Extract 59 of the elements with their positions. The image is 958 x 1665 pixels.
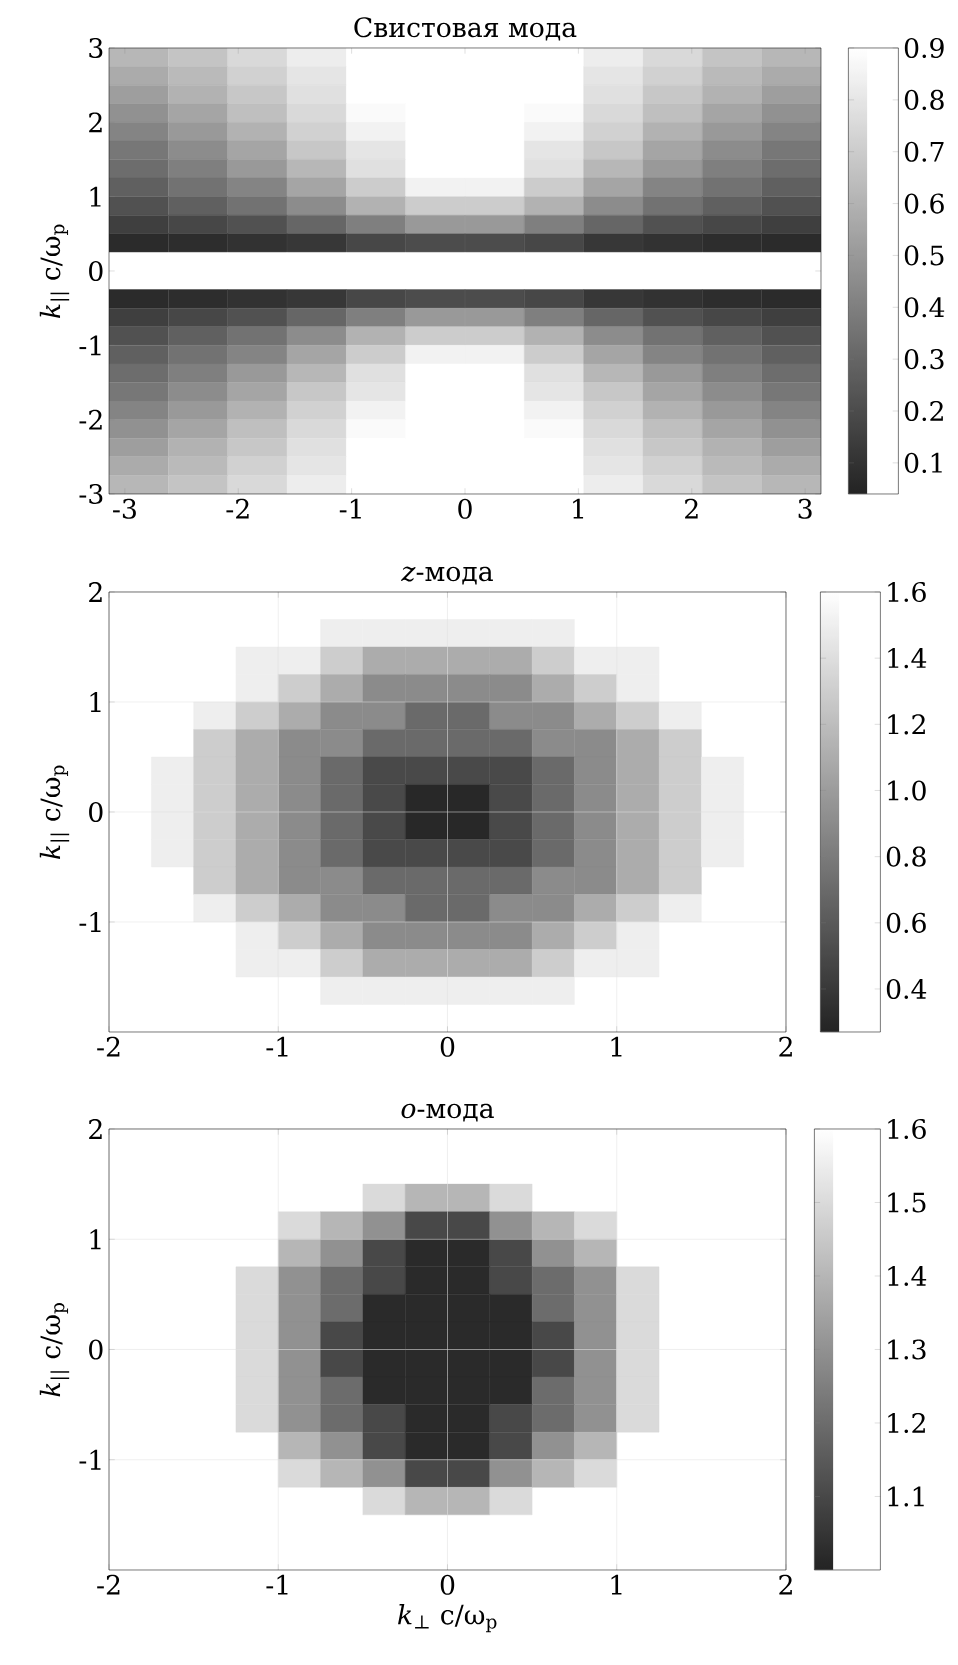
y-axis-title: k$_{||}$ c/ω$_{p}$	[39, 765, 70, 859]
color-bar-label: 0.8	[886, 846, 926, 867]
y-tick-label: 2	[89, 112, 102, 133]
y-tick-label: -3	[79, 483, 103, 505]
x-tick-label: 0	[458, 498, 472, 519]
x-tick-label: 1	[611, 1574, 622, 1595]
color-bar-label: 0.6	[886, 912, 926, 933]
x-tick-label: -1	[266, 1036, 288, 1057]
color-bar-label: 1.6	[888, 1118, 926, 1140]
color-bar-label: 0.8	[904, 89, 944, 110]
color-bar-label: 1.6	[888, 581, 926, 603]
y-tick-label: -2	[79, 409, 102, 430]
x-tick-label: -1	[266, 1574, 288, 1595]
color-bar-label: 0.6	[904, 193, 944, 214]
color-bar-label: 1.2	[888, 1412, 925, 1434]
y-tick-label: 2	[89, 1119, 102, 1139]
y-axis-title: k$_{||}$ c/ω$_{p}$	[39, 224, 70, 318]
y-tick-label: 0	[89, 1339, 103, 1360]
x-tick-label: 3	[798, 498, 812, 519]
color-bar-label: 0.4	[904, 297, 945, 318]
y-tick-label: 0	[89, 260, 103, 282]
y-tick-label: 2	[89, 582, 102, 602]
color-bar-label: 0.7	[904, 141, 944, 162]
x-tick-label: 0	[440, 1574, 455, 1595]
x-tick-label: 2	[779, 1036, 792, 1057]
x-tick-label: -2	[226, 498, 249, 519]
x-tick-label: -3	[113, 498, 136, 519]
color-bar-label: 1.0	[888, 780, 926, 801]
color-bar-label: 0.1	[904, 452, 942, 473]
color-bar-label: 0.9	[904, 37, 944, 59]
chart-title: Свистовая мода	[354, 17, 577, 41]
color-bar-label: 0.5	[904, 245, 944, 266]
color-bar-label: 0.4	[886, 978, 927, 1000]
x-tick-label: 2	[685, 498, 698, 519]
y-tick-label: -1	[79, 1449, 101, 1470]
y-axis-title: k$_{||}$ c/ω$_{p}$	[39, 1303, 70, 1397]
color-bar-label: 1.5	[888, 1192, 926, 1213]
y-tick-label: 1	[90, 186, 101, 207]
y-tick-label: 1	[90, 1229, 101, 1250]
x-tick-label: 0	[440, 1036, 455, 1057]
x-axis-title: k$_{⊥}$ c/ω$_{p}$	[398, 1604, 497, 1633]
chart-title: z-мода	[401, 566, 493, 585]
y-tick-label: 0	[89, 801, 103, 823]
x-tick-label: 1	[611, 1036, 622, 1057]
y-tick-label: 3	[89, 37, 103, 59]
x-tick-label: 2	[779, 1574, 792, 1595]
color-bar-label: 1.1	[888, 1486, 924, 1507]
y-tick-label: -1	[79, 335, 101, 356]
color-bar-label: 1.4	[888, 1265, 927, 1287]
color-bar-label: 0.3	[904, 349, 944, 370]
y-tick-label: 1	[90, 692, 101, 712]
color-bar-label: 1.3	[888, 1339, 926, 1360]
chart-title: o-мода	[401, 1103, 494, 1122]
x-tick-label: -1	[339, 498, 361, 519]
color-bar-label: 0.2	[904, 400, 943, 422]
color-bar-label: 1.2	[888, 714, 925, 735]
y-tick-label: -1	[79, 912, 101, 932]
x-tick-label: 1	[573, 498, 584, 519]
color-bar-label: 1.4	[888, 648, 927, 669]
